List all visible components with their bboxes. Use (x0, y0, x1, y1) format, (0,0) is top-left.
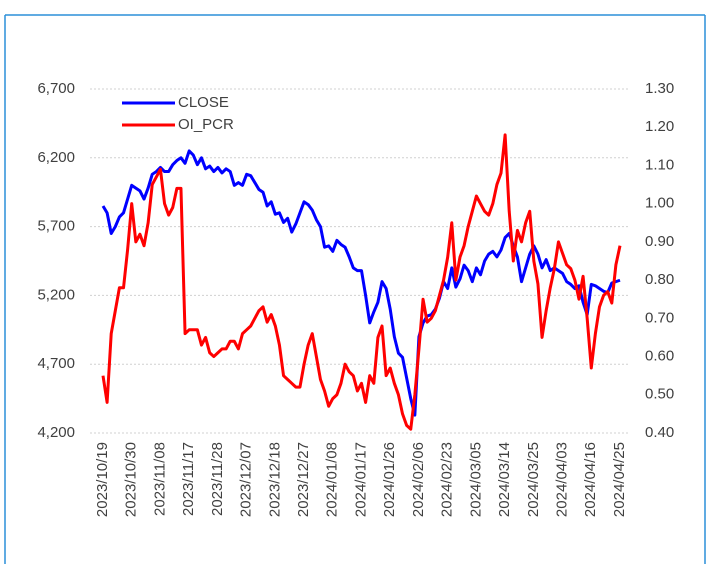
x-tick-label: 2023/12/07 (238, 442, 255, 517)
y2-tick-label: 0.50 (645, 386, 674, 403)
y-tick-label: 6,200 (37, 149, 75, 166)
y2-tick-label: 0.90 (645, 233, 674, 250)
legend-label: OI_PCR (178, 116, 234, 133)
x-tick-label: 2023/11/08 (151, 442, 168, 516)
x-tick-label: 2023/12/27 (295, 442, 312, 517)
y2-tick-label: 1.10 (645, 156, 674, 173)
legend-label: CLOSE (178, 94, 229, 111)
y-tick-label: 6,700 (37, 80, 75, 97)
x-tick-label: 2024/04/03 (554, 442, 571, 517)
x-tick-label: 2024/01/17 (352, 442, 369, 517)
x-tick-label: 2024/02/06 (410, 442, 427, 517)
y2-tick-label: 0.40 (645, 424, 674, 441)
x-tick-label: 2023/10/19 (94, 442, 111, 517)
series-line (101, 133, 622, 431)
y2-tick-label: 1.30 (645, 80, 674, 97)
x-tick-label: 2024/04/16 (582, 442, 599, 517)
x-tick-label: 2024/03/25 (525, 442, 542, 517)
x-tick-label: 2024/04/25 (611, 442, 628, 517)
x-tick-label: 2024/03/05 (467, 442, 484, 517)
x-tick-label: 2023/11/17 (180, 442, 197, 516)
y2-tick-label: 1.20 (645, 118, 674, 135)
y2-tick-label: 1.00 (645, 195, 674, 212)
y2-tick-label: 0.80 (645, 271, 674, 288)
y-tick-label: 5,700 (37, 218, 75, 235)
x-tick-label: 2024/01/08 (324, 442, 341, 517)
x-tick-label: 2023/11/28 (209, 442, 226, 516)
y-tick-label: 4,700 (37, 355, 75, 372)
y2-tick-label: 0.60 (645, 348, 674, 365)
y2-tick-label: 0.70 (645, 309, 674, 326)
x-tick-label: 2023/10/30 (123, 442, 140, 517)
x-tick-label: 2024/03/14 (496, 442, 513, 517)
x-tick-label: 2024/01/26 (381, 442, 398, 517)
y-tick-label: 4,200 (37, 424, 75, 441)
y-tick-label: 5,200 (37, 286, 75, 303)
x-tick-label: 2023/12/18 (266, 442, 283, 517)
x-tick-label: 2024/02/23 (439, 442, 456, 517)
